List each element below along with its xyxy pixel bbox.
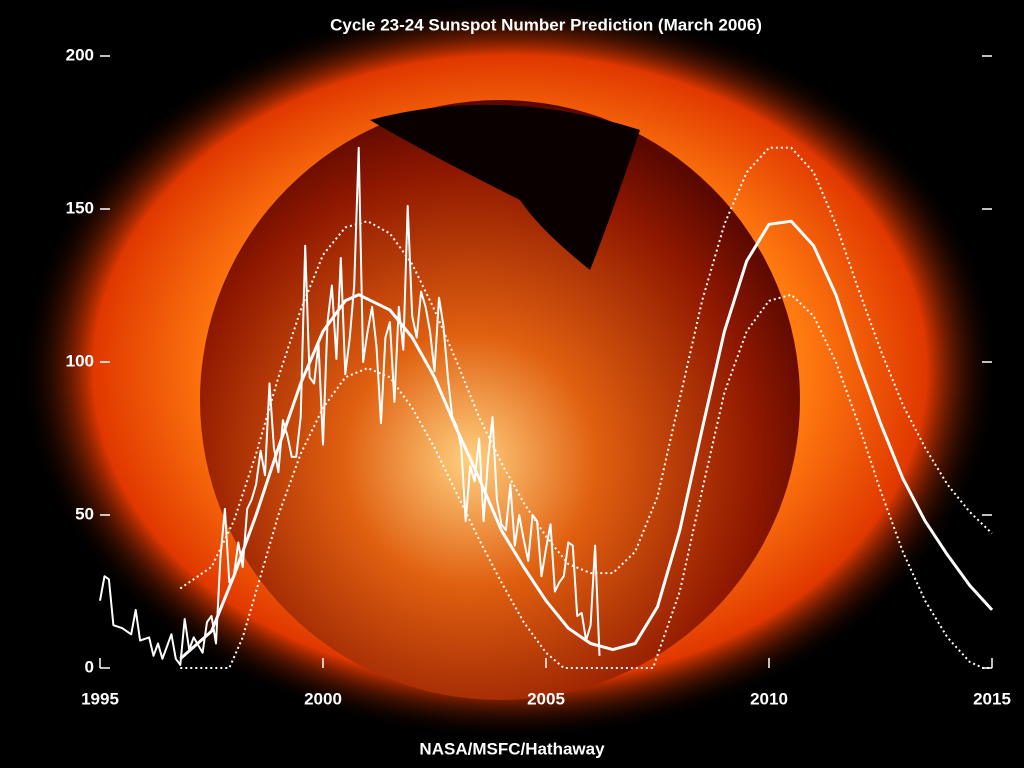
y-tick-label: 50 xyxy=(75,504,94,523)
sun-disk xyxy=(200,100,800,700)
y-tick-label: 150 xyxy=(66,198,94,217)
coronal-hole xyxy=(370,104,640,270)
y-tick-label: 100 xyxy=(66,351,94,370)
series-line xyxy=(99,146,601,666)
x-tick-label: 2015 xyxy=(973,689,1011,708)
x-tick-label: 1995 xyxy=(81,689,119,708)
series-line xyxy=(179,219,994,660)
source-label: NASA/MSFC/Hathaway xyxy=(419,739,605,758)
y-tick-label: 0 xyxy=(85,657,94,676)
y-tick-label: 200 xyxy=(66,45,94,64)
series-line xyxy=(179,146,993,590)
x-tick-label: 2000 xyxy=(304,689,342,708)
x-tick-label: 2005 xyxy=(527,689,565,708)
x-tick-label: 2010 xyxy=(750,689,788,708)
chart-title: Cycle 23-24 Sunspot Number Prediction (M… xyxy=(330,15,762,34)
